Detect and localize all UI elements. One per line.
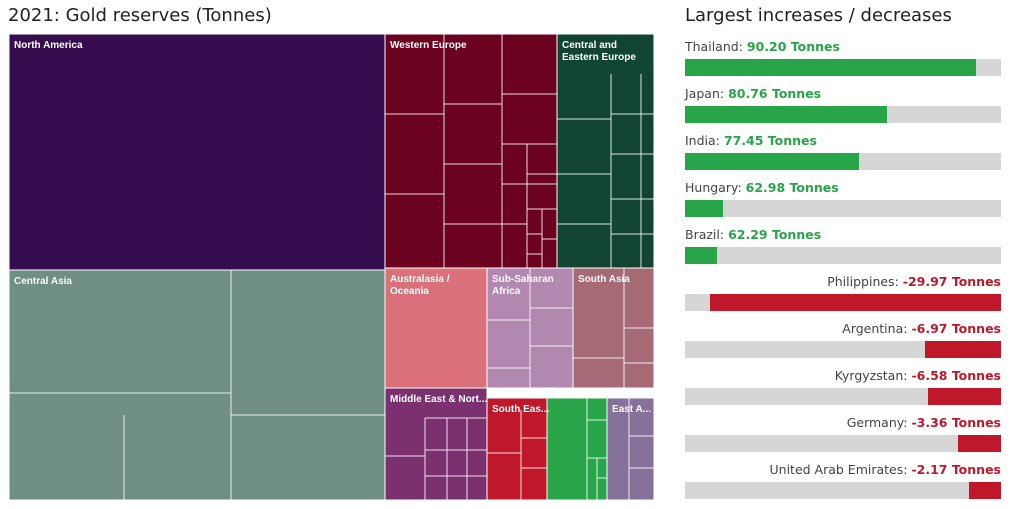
change-bar-row[interactable]: Brazil: 62.29 Tonnes xyxy=(685,227,1001,274)
change-value: 62.98 Tonnes xyxy=(745,180,839,195)
change-bar-row[interactable]: United Arab Emirates: -2.17 Tonnes xyxy=(685,462,1001,509)
change-bar-track xyxy=(685,294,1001,311)
treemap-region-north-america[interactable] xyxy=(8,33,386,271)
decrease-bar-fill xyxy=(928,388,1001,405)
decrease-bar-fill xyxy=(710,294,1001,311)
change-value: 62.29 Tonnes xyxy=(728,227,822,242)
change-value: -6.58 Tonnes xyxy=(911,368,1001,383)
change-bar-label: Germany: -3.36 Tonnes xyxy=(847,415,1001,430)
country-name: Kyrgyzstan: xyxy=(834,368,912,383)
treemap-region-middle-east-nort[interactable] xyxy=(384,387,488,501)
change-bar-label: Thailand: 90.20 Tonnes xyxy=(685,39,840,54)
increase-bar-fill xyxy=(685,106,887,123)
increase-bar-fill xyxy=(685,59,976,76)
country-name: Thailand: xyxy=(685,39,747,54)
decrease-bar-fill xyxy=(969,482,1001,499)
change-bar-label: India: 77.45 Tonnes xyxy=(685,133,817,148)
country-name: Hungary: xyxy=(685,180,746,195)
change-bar-row[interactable]: Thailand: 90.20 Tonnes xyxy=(685,39,1001,86)
change-bar-track xyxy=(685,59,1001,76)
change-bar-track xyxy=(685,388,1001,405)
change-value: 77.45 Tonnes xyxy=(723,133,817,148)
treemap-region-label: Australasia / Oceania xyxy=(390,274,450,297)
change-bar-label: Philippines: -29.97 Tonnes xyxy=(827,274,1001,289)
change-bar-label: United Arab Emirates: -2.17 Tonnes xyxy=(770,462,1002,477)
changes-title: Largest increases / decreases xyxy=(685,5,952,26)
change-bar-track xyxy=(685,200,1001,217)
treemap-title: 2021: Gold reserves (Tonnes) xyxy=(8,5,272,26)
treemap-region-label: North America xyxy=(14,40,83,51)
change-bar-label: Kyrgyzstan: -6.58 Tonnes xyxy=(835,368,1001,383)
treemap-region-label: Middle East & Nort... xyxy=(390,394,487,405)
treemap-region-western-europe[interactable] xyxy=(384,33,558,269)
change-bar-row[interactable]: Argentina: -6.97 Tonnes xyxy=(685,321,1001,368)
treemap-region-south-eas[interactable] xyxy=(486,397,548,501)
country-name: India: xyxy=(685,133,724,148)
change-bar-track xyxy=(685,341,1001,358)
change-bar-label: Argentina: -6.97 Tonnes xyxy=(842,321,1001,336)
treemap-region-label: Western Europe xyxy=(390,40,467,51)
change-bar-track xyxy=(685,482,1001,499)
change-bar-row[interactable]: Philippines: -29.97 Tonnes xyxy=(685,274,1001,321)
change-value: 80.76 Tonnes xyxy=(728,86,822,101)
increase-bar-fill xyxy=(685,153,859,170)
change-bar-row[interactable]: Kyrgyzstan: -6.58 Tonnes xyxy=(685,368,1001,415)
change-bar-row[interactable]: India: 77.45 Tonnes xyxy=(685,133,1001,180)
change-value: -6.97 Tonnes xyxy=(911,321,1001,336)
change-bar-row[interactable]: Japan: 80.76 Tonnes xyxy=(685,86,1001,133)
treemap-region-australasia-oceania[interactable] xyxy=(384,267,488,389)
country-name: Brazil: xyxy=(685,227,729,242)
increase-bar-fill xyxy=(685,200,723,217)
country-name: Philippines: xyxy=(827,274,903,289)
change-bar-track xyxy=(685,435,1001,452)
treemap-region-label: South Asia xyxy=(578,274,630,285)
gold-reserves-treemap: North America Western Europe Central and Ea… xyxy=(8,33,655,505)
treemap-region-green-group[interactable] xyxy=(546,397,608,501)
country-name: Argentina: xyxy=(842,321,912,336)
increase-bar-fill xyxy=(685,247,717,264)
change-value: -2.17 Tonnes xyxy=(911,462,1001,477)
decrease-bar-fill xyxy=(925,341,1001,358)
treemap-region-label: East A... xyxy=(612,404,651,415)
treemap-region-central-and-eastern-europe[interactable] xyxy=(556,33,655,269)
decrease-bar-fill xyxy=(958,435,1001,452)
change-bar-label: Brazil: 62.29 Tonnes xyxy=(685,227,821,242)
treemap-region-label: Central and Eastern Europe xyxy=(562,40,636,63)
treemap-region-label: Sub-Saharan Africa xyxy=(492,274,554,297)
change-bar-row[interactable]: Germany: -3.36 Tonnes xyxy=(685,415,1001,462)
change-bar-track xyxy=(685,106,1001,123)
treemap-region-label: Central Asia xyxy=(14,276,72,287)
treemap-region-central-asia[interactable] xyxy=(8,269,386,501)
country-name: Germany: xyxy=(846,415,912,430)
country-name: United Arab Emirates: xyxy=(769,462,912,477)
country-name: Japan: xyxy=(685,86,729,101)
change-bar-row[interactable]: Hungary: 62.98 Tonnes xyxy=(685,180,1001,227)
change-bar-track xyxy=(685,247,1001,264)
change-value: -3.36 Tonnes xyxy=(911,415,1001,430)
change-bar-track xyxy=(685,153,1001,170)
change-value: -29.97 Tonnes xyxy=(902,274,1001,289)
change-bar-label: Japan: 80.76 Tonnes xyxy=(685,86,821,101)
treemap-region-label: South Eas... xyxy=(492,404,549,415)
change-bar-label: Hungary: 62.98 Tonnes xyxy=(685,180,839,195)
change-value: 90.20 Tonnes xyxy=(746,39,840,54)
